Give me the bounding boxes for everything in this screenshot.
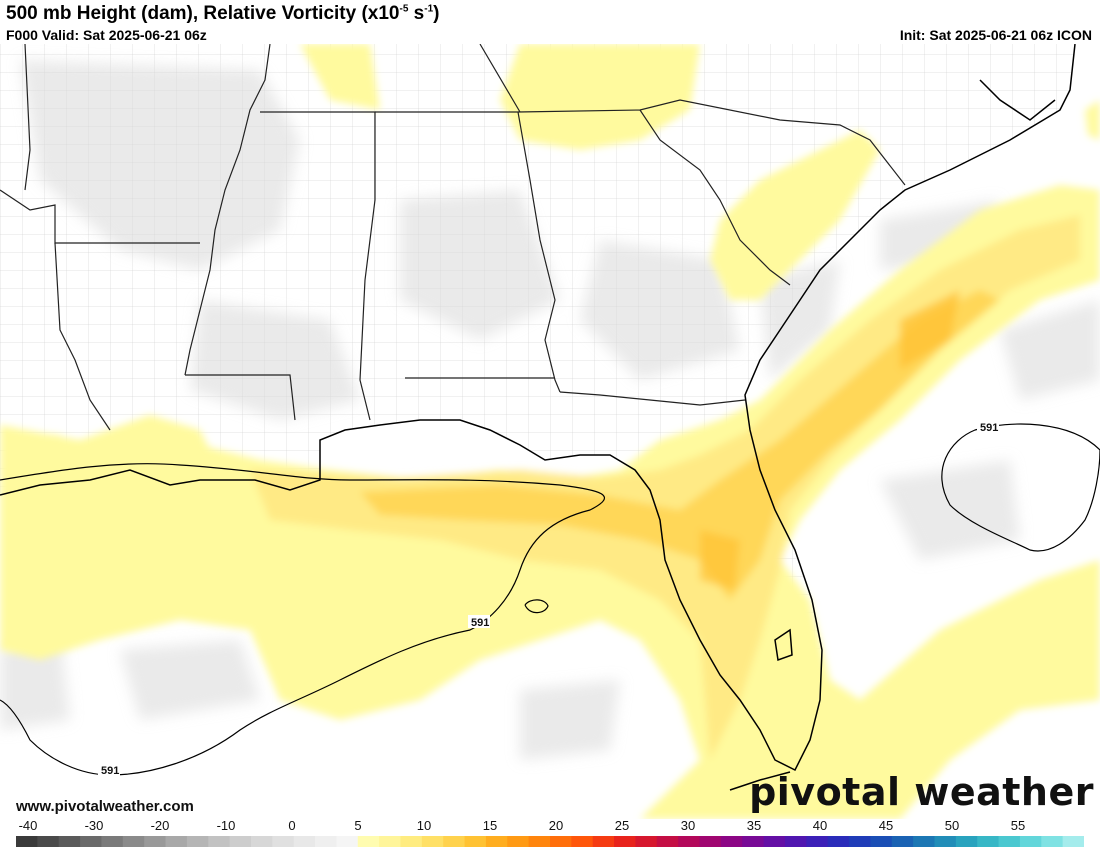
colorbar-swatch [165,836,188,847]
colorbar-swatch [507,836,530,847]
colorbar-tick-label: 0 [288,818,296,833]
colorbar-swatch [229,836,252,847]
site-url: www.pivotalweather.com [16,798,194,815]
colorbar-swatch [656,836,679,847]
colorbar-swatch [400,836,423,847]
colorbar-tick-label: 10 [416,818,432,833]
colorbar-swatch [955,836,978,847]
colorbar-tick-labels: -40 -30 -20 -10 0 5 10 15 20 25 30 35 40 45 50 55 [0,818,1100,834]
colorbar-swatch [635,836,658,847]
colorbar-swatch [144,836,167,847]
colorbar-swatch [891,836,914,847]
colorbar-tick-label: -30 [84,818,104,833]
colorbar-swatch [742,836,765,847]
colorbar-tick-label: 40 [812,818,828,833]
colorbar-swatch [763,836,786,847]
colorbar-swatch [934,836,957,847]
header: 500 mb Height (dam), Relative Vorticity … [0,0,1100,44]
colorbar-swatch [464,836,487,847]
colorbar-swatch [550,836,572,847]
colorbar-swatch [122,836,145,847]
colorbar-tick-label: 25 [614,818,630,833]
colorbar [16,836,1084,847]
colorbar-tick-label: 15 [482,818,498,833]
colorbar-swatch [379,836,402,847]
weather-map[interactable]: 591 591 591 [0,44,1100,819]
colorbar-swatch [870,836,893,847]
colorbar-swatch [827,836,850,847]
colorbar-tick-label: -10 [216,818,236,833]
colorbar-swatch [699,836,722,847]
colorbar-swatch [1062,836,1084,847]
colorbar-swatch [913,836,936,847]
colorbar-swatch [250,836,273,847]
contour-label: 591 [471,617,489,629]
map-canvas: 591 591 591 [0,44,1100,819]
colorbar-swatch [998,836,1021,847]
colorbar-swatch [720,836,743,847]
colorbar-tick-label: 20 [548,818,564,833]
colorbar-swatch [80,836,103,847]
colorbar-tick-label: -20 [150,818,170,833]
colorbar-swatch [592,836,615,847]
colorbar-swatch [421,836,444,847]
init-time: Init: Sat 2025-06-21 06z ICON [899,27,1092,43]
colorbar-swatch [186,836,209,847]
colorbar-tick-label: 55 [1010,818,1026,833]
colorbar-swatch [58,836,81,847]
brand-logo: pivotal weather [749,770,1094,814]
colorbar-swatch [528,836,551,847]
colorbar-tick-label: -40 [18,818,38,833]
colorbar-swatch [101,836,124,847]
colorbar-swatch [315,836,337,847]
state-borders [0,44,906,431]
colorbar-swatch [272,836,295,847]
colorbar-swatch [806,836,829,847]
colorbar-swatch [293,836,316,847]
colorbar-tick-label: 30 [680,818,696,833]
colorbar-swatch [571,836,594,847]
map-title: 500 mb Height (dam), Relative Vorticity … [6,3,440,24]
colorbar-swatch [443,836,466,847]
colorbar-tick-label: 45 [878,818,894,833]
colorbar-swatch [977,836,1000,847]
height-contours [0,423,1100,776]
contour-label: 591 [980,422,998,434]
colorbar-swatch [1019,836,1042,847]
colorbar-swatch [357,836,380,847]
colorbar-swatch [784,836,807,847]
colorbar-tick-label: 5 [354,818,362,833]
colorbar-swatch [849,836,871,847]
colorbar-swatch [208,836,231,847]
coastline [0,44,1076,791]
colorbar-tick-label: 35 [746,818,762,833]
colorbar-swatch [485,836,508,847]
colorbar-tick-label: 50 [944,818,960,833]
positive-vorticity-shading [0,44,1100,819]
contour-label: 591 [101,765,119,777]
valid-time: F000 Valid: Sat 2025-06-21 06z [6,27,207,43]
colorbar-swatch [37,836,60,847]
colorbar-swatch [1041,836,1064,847]
colorbar-swatch [16,836,38,847]
colorbar-swatch [336,836,359,847]
colorbar-swatch [678,836,701,847]
contour-labels: 591 591 591 [98,420,999,777]
colorbar-swatch [614,836,637,847]
